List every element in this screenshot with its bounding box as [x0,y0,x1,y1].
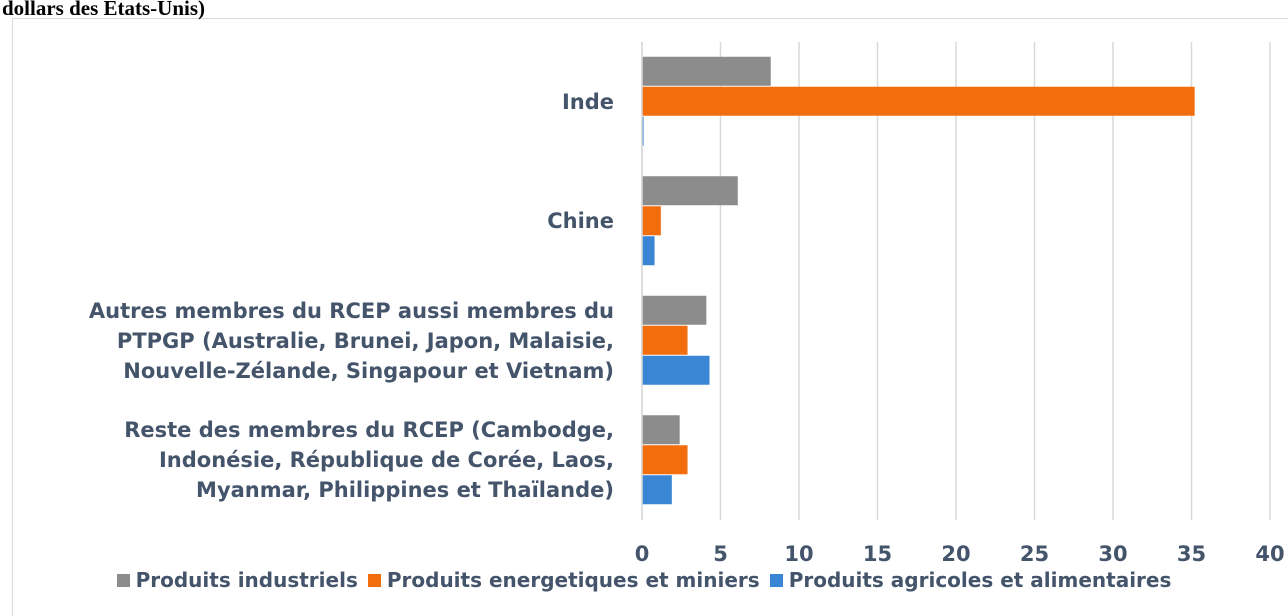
legend: Produits industriels Produits energetique… [0,568,1288,592]
x-tick-label: 40 [1255,542,1285,566]
x-tick-label: 10 [784,542,814,566]
bar [642,86,1195,116]
y-tick-label: Reste des membres du RCEP (Cambodge, Ind… [124,418,614,503]
bar [642,475,672,505]
legend-item: Produits industriels [116,568,358,592]
chart-frame [12,18,1288,616]
bar [642,295,707,325]
y-tick-label: Chine [547,209,614,234]
legend-swatch [769,573,783,587]
legend-item: Produits energetiques et miniers [367,568,760,592]
bar [642,325,688,355]
y-tick-label: Autres membres du RCEP aussi membres du … [88,298,614,383]
chart-title: dollars des États-Unis) [2,0,206,20]
x-tick-label: 35 [1176,542,1207,566]
legend-swatch [367,573,381,587]
legend-item: Produits agricoles et alimentaires [769,568,1172,592]
x-tick-label: 30 [1098,542,1128,566]
bar [642,206,661,236]
bar [642,415,680,445]
bar [642,355,710,385]
y-tick-label: Inde [561,89,614,114]
bar [642,236,655,266]
bar [642,116,644,146]
legend-label: Produits energetiques et miniers [386,568,760,592]
x-tick-label: 20 [941,542,971,566]
x-tick-label: 15 [862,542,893,566]
x-tick-label: 0 [634,542,650,566]
x-tick-label: 25 [1019,542,1050,566]
legend-label: Produits agricoles et alimentaires [788,568,1172,592]
legend-label: Produits industriels [135,568,358,592]
bar [642,176,738,206]
legend-swatch [116,573,130,587]
x-tick-label: 5 [713,542,728,566]
bar [642,445,688,475]
bar [642,56,771,86]
